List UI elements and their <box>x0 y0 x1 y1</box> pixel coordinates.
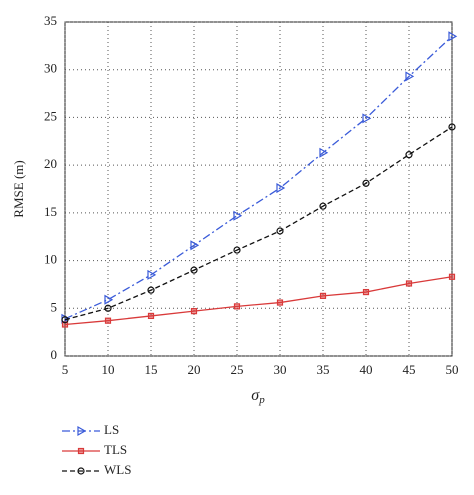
marker <box>190 240 200 251</box>
marker <box>147 269 157 280</box>
legend-label: TLS <box>104 442 127 457</box>
marker <box>104 304 112 312</box>
marker <box>61 321 69 328</box>
marker <box>233 303 241 310</box>
marker <box>147 312 155 320</box>
marker <box>276 299 284 306</box>
series-line <box>64 126 453 321</box>
x-axis-label: σp <box>251 387 265 406</box>
marker <box>362 113 372 124</box>
marker <box>362 288 370 296</box>
y-tick-label: 35 <box>44 13 57 28</box>
marker <box>104 294 114 305</box>
marker <box>319 292 327 299</box>
x-tick-label: 30 <box>274 362 287 377</box>
marker <box>276 227 284 235</box>
legend-marker <box>77 467 85 475</box>
legend-label: WLS <box>104 462 131 477</box>
x-tick-label: 40 <box>360 362 373 377</box>
x-tick-label: 35 <box>317 362 330 377</box>
y-tick-label: 0 <box>51 347 58 362</box>
x-tick-label: 15 <box>145 362 158 377</box>
y-tick-label: 20 <box>44 156 57 171</box>
series-line <box>64 35 453 320</box>
marker <box>190 266 198 274</box>
legend-marker <box>77 425 87 437</box>
legend-label: LS <box>104 422 119 437</box>
x-label-main: σ <box>251 387 260 404</box>
x-tick-label: 45 <box>403 362 416 377</box>
x-tick-label: 20 <box>188 362 201 377</box>
marker <box>233 246 241 254</box>
y-axis-label: RMSE (m) <box>11 160 26 217</box>
legend-marker <box>77 447 85 455</box>
series-line <box>64 276 453 326</box>
marker <box>448 31 458 42</box>
marker <box>405 71 415 82</box>
marker <box>104 317 112 324</box>
marker <box>319 202 327 210</box>
y-tick-label: 25 <box>44 108 57 123</box>
x-tick-label: 25 <box>231 362 244 377</box>
marker <box>61 316 69 324</box>
marker <box>448 273 456 280</box>
y-tick-label: 30 <box>44 61 57 76</box>
marker <box>147 286 155 294</box>
marker <box>362 179 370 187</box>
marker <box>448 123 456 131</box>
y-tick-label: 15 <box>44 204 57 219</box>
y-tick-label: 5 <box>51 299 58 314</box>
y-tick-label: 10 <box>44 252 57 267</box>
x-tick-label: 10 <box>102 362 115 377</box>
marker <box>190 308 198 315</box>
plot-frame <box>64 21 453 357</box>
x-tick-label: 50 <box>446 362 459 377</box>
marker <box>233 210 243 221</box>
marker <box>405 280 413 287</box>
marker <box>319 147 329 158</box>
x-tick-label: 5 <box>62 362 69 377</box>
marker <box>405 151 413 159</box>
x-label-sub: p <box>258 394 265 406</box>
marker <box>276 183 286 194</box>
